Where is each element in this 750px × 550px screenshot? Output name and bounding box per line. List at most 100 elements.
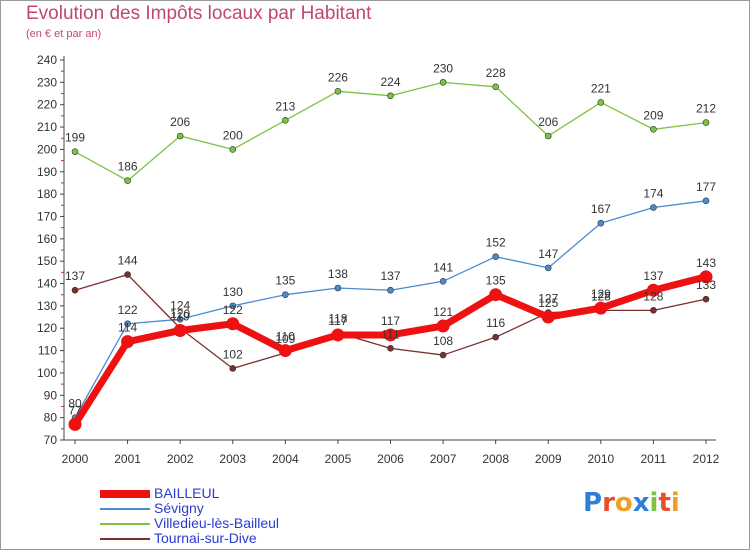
data-label: 128 [643, 289, 663, 303]
data-label: 77 [68, 403, 82, 417]
data-point [650, 125, 657, 133]
data-point [121, 335, 135, 349]
data-label: 200 [223, 128, 243, 142]
data-label: 125 [538, 296, 558, 310]
y-tick-label: 190 [37, 165, 57, 179]
legend-swatch-tournai [100, 538, 150, 540]
data-point [594, 301, 608, 315]
data-point [229, 146, 237, 153]
data-point [492, 83, 499, 91]
x-tick-label: 2005 [325, 452, 352, 466]
y-tick-label: 240 [37, 53, 57, 67]
logo-letter: o [614, 488, 633, 518]
legend-label: Tournai-sur-Dive [154, 530, 257, 546]
data-label: 228 [486, 66, 506, 80]
data-label: 128 [591, 289, 611, 303]
data-label: 152 [486, 236, 506, 250]
data-point [436, 319, 450, 333]
proxiti-logo: Proxiti [583, 488, 680, 518]
data-point [439, 79, 447, 86]
data-point [71, 148, 79, 155]
x-tick-label: 2009 [535, 452, 562, 466]
data-label: 133 [696, 278, 716, 292]
data-label: 121 [433, 305, 453, 319]
y-tick-label: 130 [37, 299, 57, 313]
data-point [384, 328, 397, 342]
legend-label: Villedieu-lès-Bailleul [154, 515, 280, 531]
data-label: 127 [538, 292, 558, 306]
logo-letter: t [658, 488, 671, 518]
data-point [699, 270, 713, 284]
data-label: 206 [170, 115, 190, 129]
x-tick-label: 2010 [587, 452, 614, 466]
data-point [650, 204, 657, 211]
data-point [176, 315, 184, 323]
data-label: 120 [170, 307, 190, 321]
data-label: 122 [118, 303, 138, 317]
y-tick-label: 200 [37, 142, 57, 156]
data-label: 213 [275, 99, 295, 113]
data-point [278, 344, 292, 358]
data-point [439, 351, 447, 359]
y-tick-label: 220 [37, 98, 57, 112]
data-point [387, 286, 394, 294]
data-point [541, 310, 555, 324]
data-label: 111 [381, 327, 400, 341]
data-point [124, 271, 131, 278]
data-label: 143 [696, 256, 716, 270]
logo-letter: i [649, 488, 659, 518]
data-point [650, 307, 657, 314]
data-point [702, 119, 710, 126]
data-label: 118 [328, 312, 347, 326]
x-tick-label: 2000 [62, 452, 89, 466]
data-label: 226 [328, 70, 348, 84]
data-label: 114 [118, 321, 137, 335]
data-point [226, 317, 240, 331]
data-label: 147 [538, 247, 558, 261]
y-tick-label: 160 [37, 232, 57, 246]
chart-title: Evolution des Impôts locaux par Habitant [26, 3, 372, 24]
x-tick-label: 2006 [377, 452, 404, 466]
y-tick-label: 230 [37, 75, 57, 89]
data-label: 167 [591, 202, 611, 216]
data-label: 137 [65, 269, 85, 283]
data-point [387, 345, 394, 352]
data-point [176, 132, 184, 140]
logo-letter: r [602, 488, 615, 518]
data-point [68, 417, 82, 431]
data-label: 224 [380, 75, 400, 89]
data-label: 144 [118, 254, 138, 268]
y-tick-label: 140 [37, 277, 57, 291]
data-point [544, 132, 552, 140]
data-point [229, 365, 237, 372]
x-tick-label: 2012 [693, 452, 720, 466]
data-label: 117 [381, 314, 400, 328]
data-label: 117 [328, 314, 347, 328]
data-point [331, 328, 345, 342]
logo-letter: P [583, 488, 603, 518]
y-tick-label: 150 [37, 254, 57, 268]
data-label: 135 [486, 274, 506, 288]
data-label: 186 [118, 160, 138, 174]
data-label: 122 [223, 303, 243, 317]
data-point [124, 320, 131, 328]
y-tick-label: 100 [37, 366, 57, 380]
data-label: 206 [538, 115, 558, 129]
y-tick-label: 110 [38, 344, 57, 358]
y-tick-label: 180 [37, 187, 57, 201]
y-tick-label: 120 [37, 321, 57, 335]
data-label: 124 [170, 298, 190, 312]
y-tick-label: 90 [44, 388, 58, 402]
data-point [387, 92, 394, 100]
data-label: 116 [486, 316, 505, 330]
y-tick-label: 80 [44, 411, 58, 425]
data-point [334, 87, 342, 95]
data-label: 177 [696, 180, 716, 194]
x-tick-label: 2003 [219, 452, 246, 466]
data-point [124, 177, 131, 185]
data-point [597, 99, 605, 106]
data-point [282, 117, 289, 124]
data-label: 138 [328, 267, 348, 281]
y-tick-label: 70 [44, 433, 58, 447]
data-label: 141 [433, 260, 453, 274]
